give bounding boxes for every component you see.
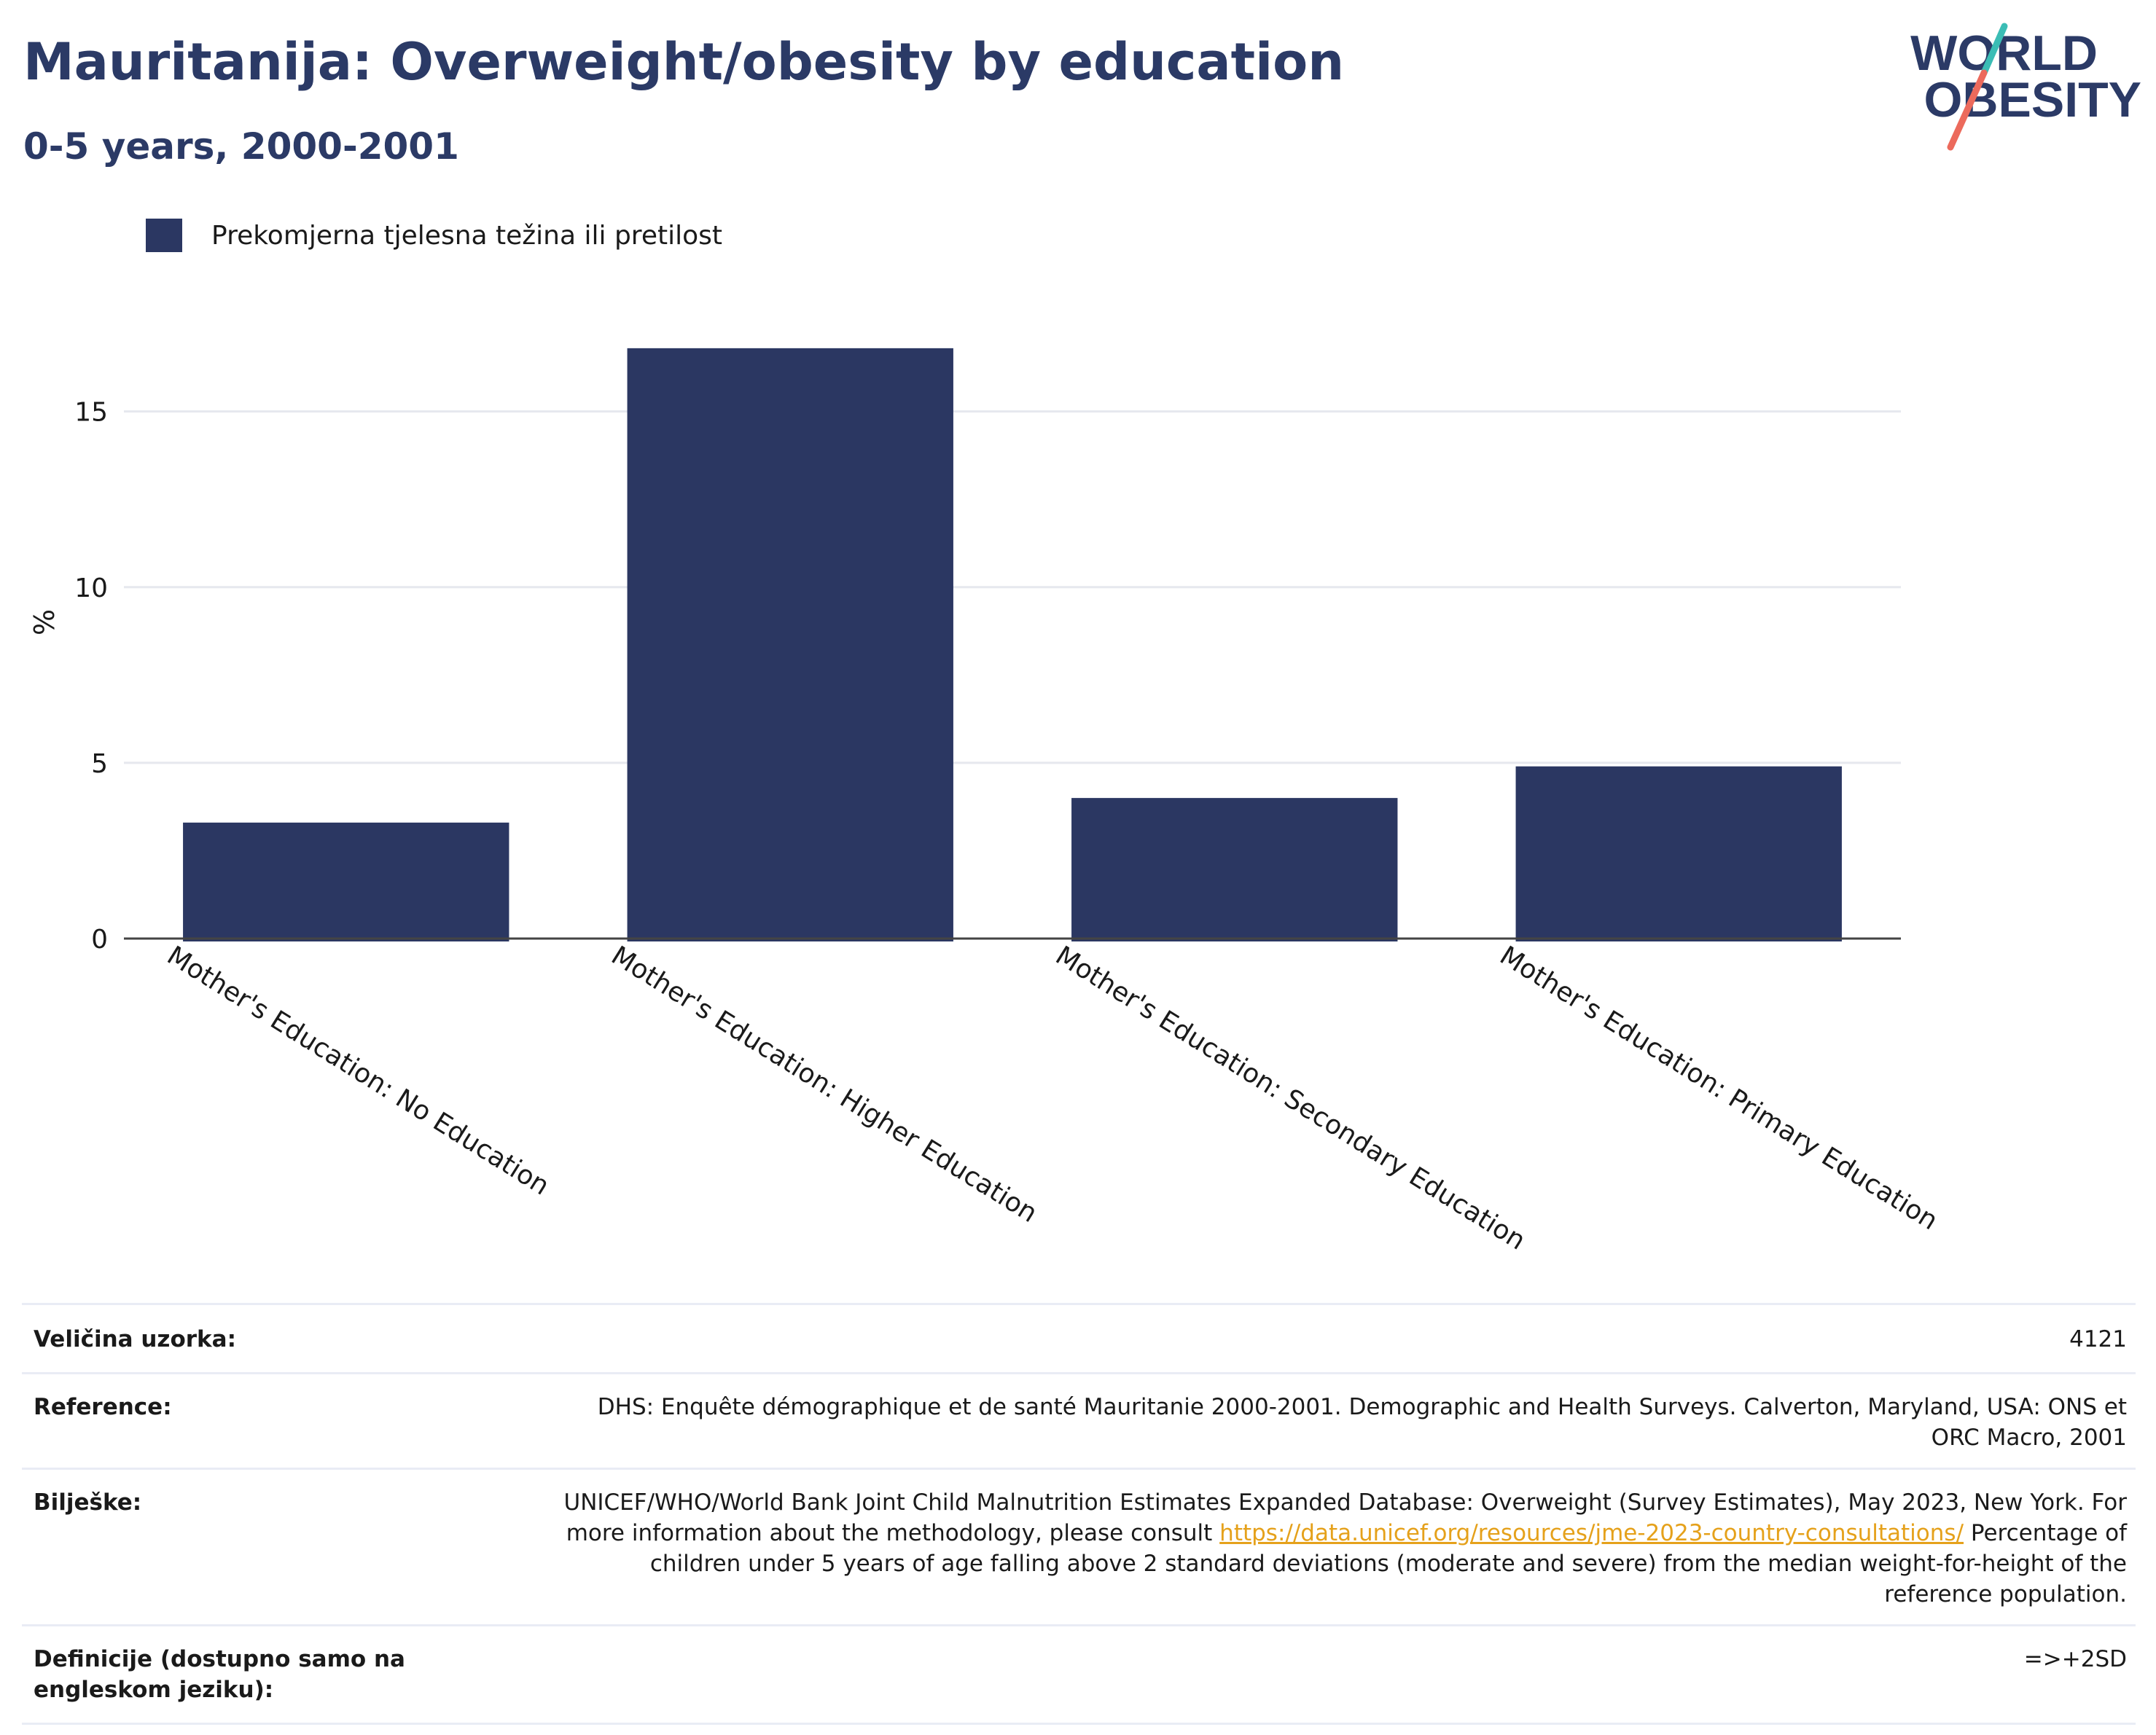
- sample-size-label: Veličina uzorka:: [22, 1303, 558, 1374]
- notes-value: UNICEF/WHO/World Bank Joint Child Malnut…: [558, 1468, 2136, 1626]
- definitions-value: =>+2SD: [558, 1624, 2136, 1725]
- bar: [1515, 766, 1842, 941]
- world-obesity-logo: WORLD OBESITY: [1910, 23, 2141, 151]
- chart-title: Mauritanija: Overweight/obesity by educa…: [23, 32, 1345, 92]
- info-row-sample-size: Veličina uzorka: 4121: [22, 1303, 2136, 1374]
- notes-label: Bilješke:: [22, 1468, 558, 1626]
- info-row-definitions: Definicije (dostupno samo na engleskom j…: [22, 1624, 2136, 1725]
- x-tick-label: Mother's Education: Higher Education: [606, 941, 1042, 1229]
- chart-subtitle: 0-5 years, 2000-2001: [23, 125, 459, 168]
- reference-value: DHS: Enquête démographique et de santé M…: [558, 1372, 2136, 1469]
- x-tick-label: Mother's Education: Primary Education: [1494, 941, 1942, 1237]
- bar: [1071, 798, 1398, 941]
- legend: Prekomjerna tjelesna težina ili pretilos…: [146, 217, 722, 254]
- notes-text-1: UNICEF/WHO/World Bank Joint Child Malnut…: [563, 1489, 2128, 1546]
- info-row-reference: Reference: DHS: Enquête démographique et…: [22, 1372, 2136, 1469]
- sample-size-value: 4121: [558, 1303, 2136, 1374]
- y-tick-label: 15: [74, 398, 108, 428]
- bar: [627, 348, 953, 941]
- logo-slash-coral: [1947, 69, 1988, 151]
- methodology-link[interactable]: https://data.unicef.org/resources/jme-20…: [1219, 1520, 1964, 1546]
- legend-label: Prekomjerna tjelesna težina ili pretilos…: [211, 220, 722, 251]
- info-table: Veličina uzorka: 4121 Reference: DHS: En…: [22, 1303, 2136, 1725]
- info-row-notes: Bilješke: UNICEF/WHO/World Bank Joint Ch…: [22, 1468, 2136, 1626]
- y-tick-label: 5: [91, 749, 108, 779]
- y-axis-title: %: [28, 609, 60, 635]
- reference-label: Reference:: [22, 1372, 558, 1469]
- definitions-label: Definicije (dostupno samo na engleskom j…: [22, 1624, 558, 1725]
- legend-swatch: [146, 219, 182, 252]
- logo-slash-teal: [1980, 23, 2008, 77]
- y-tick-label: 10: [74, 573, 108, 603]
- x-tick-label: Mother's Education: No Education: [162, 941, 555, 1202]
- bar: [183, 822, 509, 941]
- x-tick-label: Mother's Education: Secondary Education: [1050, 941, 1531, 1256]
- y-tick-label: 0: [91, 925, 108, 955]
- notes-text-2: Percentage of children under 5 years of …: [649, 1520, 2127, 1607]
